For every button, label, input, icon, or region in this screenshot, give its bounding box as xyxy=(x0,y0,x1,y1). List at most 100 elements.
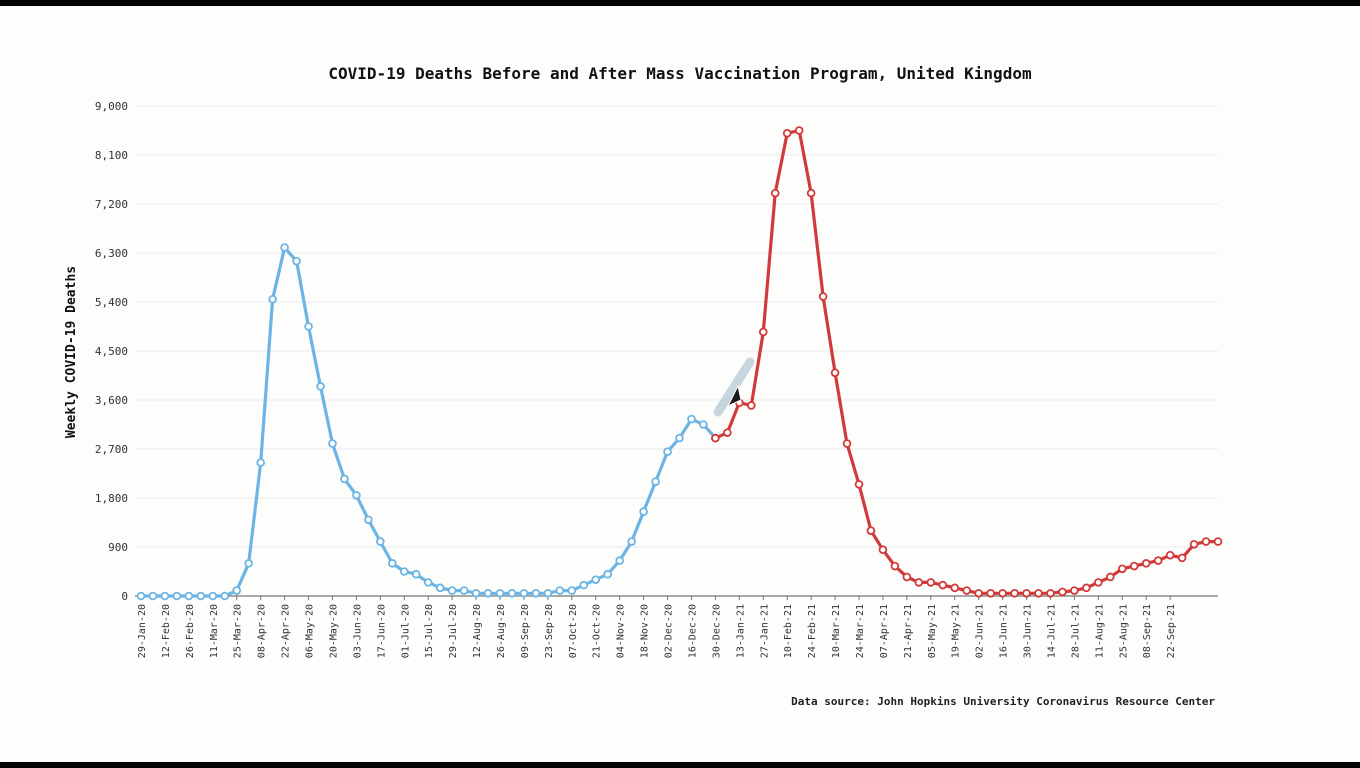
data-point xyxy=(938,580,948,590)
data-point xyxy=(1141,559,1151,568)
data-point xyxy=(1213,537,1223,546)
data-point xyxy=(423,578,433,587)
data-point xyxy=(842,439,852,448)
x-tick-label: 11-Mar-20 xyxy=(209,604,220,658)
x-tick-label: 22-Apr-20 xyxy=(281,604,292,658)
data-point xyxy=(699,420,708,429)
data-point xyxy=(603,569,612,579)
x-tick-label: 24-Mar-21 xyxy=(855,604,866,658)
data-point xyxy=(244,559,254,568)
gridlines xyxy=(135,105,1218,548)
data-point xyxy=(196,591,206,601)
data-point xyxy=(914,578,924,587)
data-point xyxy=(411,569,421,579)
x-tick-label: 18-Nov-20 xyxy=(640,604,651,658)
data-point xyxy=(160,591,170,601)
x-tick-label: 08-Sep-21 xyxy=(1142,604,1153,658)
x-tick-label: 10-Mar-21 xyxy=(831,604,842,658)
data-point xyxy=(292,256,301,266)
data-point xyxy=(854,480,864,489)
data-point xyxy=(1094,578,1103,587)
data-point xyxy=(770,188,780,198)
x-tick-label: 07-Apr-21 xyxy=(879,604,890,658)
x-tick-label: 02-Dec-20 xyxy=(664,604,675,658)
x-tick-label: 29-Jan-20 xyxy=(137,604,148,658)
x-tick-label: 30-Jun-21 xyxy=(1023,604,1034,658)
x-tick-label: 13-Jan-21 xyxy=(735,604,746,658)
data-point xyxy=(471,588,481,598)
chart-title: COVID-19 Deaths Before and After Mass Va… xyxy=(328,64,1032,83)
data-point xyxy=(926,578,936,587)
x-tick-label: 16-Dec-20 xyxy=(687,604,698,658)
data-point xyxy=(208,591,218,601)
data-point xyxy=(1189,539,1199,549)
y-tick-label: 0 xyxy=(121,590,128,603)
data-point xyxy=(818,292,828,301)
data-point xyxy=(1153,556,1163,565)
data-point xyxy=(280,243,289,252)
data-point xyxy=(974,588,983,598)
data-point xyxy=(651,477,660,486)
x-tick-label: 14-Jul-21 xyxy=(1046,604,1057,658)
x-tick-labels: 29-Jan-20 12-Feb-20 26-Feb-20 11-Mar-20 25-M… xyxy=(137,596,1177,658)
x-tick-label: 22-Sep-21 xyxy=(1166,604,1177,658)
x-tick-label: 23-Sep-20 xyxy=(544,604,555,658)
data-point xyxy=(950,583,960,593)
y-tick-label: 4,500 xyxy=(95,345,128,358)
data-point xyxy=(340,474,349,484)
data-point xyxy=(1117,564,1127,574)
series-after xyxy=(711,126,1223,598)
y-tick-label: 9,000 xyxy=(95,100,128,113)
data-point xyxy=(627,537,636,546)
data-point xyxy=(746,401,756,410)
x-tick-label: 26-Aug-20 xyxy=(496,604,507,658)
data-point xyxy=(806,188,816,198)
y-tick-label: 5,400 xyxy=(95,296,128,309)
data-point xyxy=(459,586,469,595)
data-point xyxy=(136,591,146,601)
x-tick-label: 03-Jun-20 xyxy=(352,604,363,658)
y-tick-label: 2,700 xyxy=(95,443,128,456)
chart: COVID-19 Deaths Before and After Mass Va… xyxy=(64,64,1223,708)
data-point xyxy=(1165,550,1175,560)
x-tick-label: 16-Jun-21 xyxy=(999,604,1010,658)
x-tick-label: 19-May-21 xyxy=(951,604,962,658)
data-point xyxy=(447,586,457,595)
x-tick-label: 28-Jul-21 xyxy=(1070,604,1081,658)
data-point xyxy=(1129,561,1139,571)
x-tick-label: 09-Sep-20 xyxy=(520,604,531,658)
data-point xyxy=(1106,572,1115,582)
data-point xyxy=(376,537,385,546)
data-point xyxy=(519,588,529,598)
x-tick-label: 15-Jul-20 xyxy=(424,604,435,658)
data-point xyxy=(878,545,888,555)
data-point xyxy=(998,588,1007,598)
y-tick-label: 8,100 xyxy=(95,149,128,162)
data-point xyxy=(495,588,505,598)
chart-frame: COVID-19 Deaths Before and After Mass Va… xyxy=(0,6,1360,762)
data-point xyxy=(483,588,493,598)
data-point xyxy=(399,567,409,576)
data-point xyxy=(220,591,230,601)
data-point xyxy=(256,458,265,467)
data-point xyxy=(316,382,325,391)
data-point xyxy=(866,526,876,535)
data-point xyxy=(591,575,601,584)
x-tick-label: 10-Feb-21 xyxy=(783,604,794,658)
data-point xyxy=(435,583,445,593)
x-tick-label: 12-Feb-20 xyxy=(161,604,172,658)
x-tick-label: 08-Apr-20 xyxy=(257,604,268,658)
data-point xyxy=(1022,588,1031,598)
data-point xyxy=(328,439,337,448)
data-point xyxy=(723,428,732,437)
x-tick-label: 20-May-20 xyxy=(328,604,339,658)
x-tick-label: 12-Aug-20 xyxy=(472,604,483,658)
data-point xyxy=(639,507,648,516)
x-tick-label: 21-Apr-21 xyxy=(903,604,914,658)
x-tick-label: 29-Jul-20 xyxy=(448,604,459,658)
y-tick-label: 3,600 xyxy=(95,394,128,407)
data-point xyxy=(1058,587,1067,597)
data-source-note: Data source: John Hopkins University Cor… xyxy=(791,695,1215,708)
data-point xyxy=(663,447,672,457)
x-tick-label: 25-Aug-21 xyxy=(1118,604,1129,658)
